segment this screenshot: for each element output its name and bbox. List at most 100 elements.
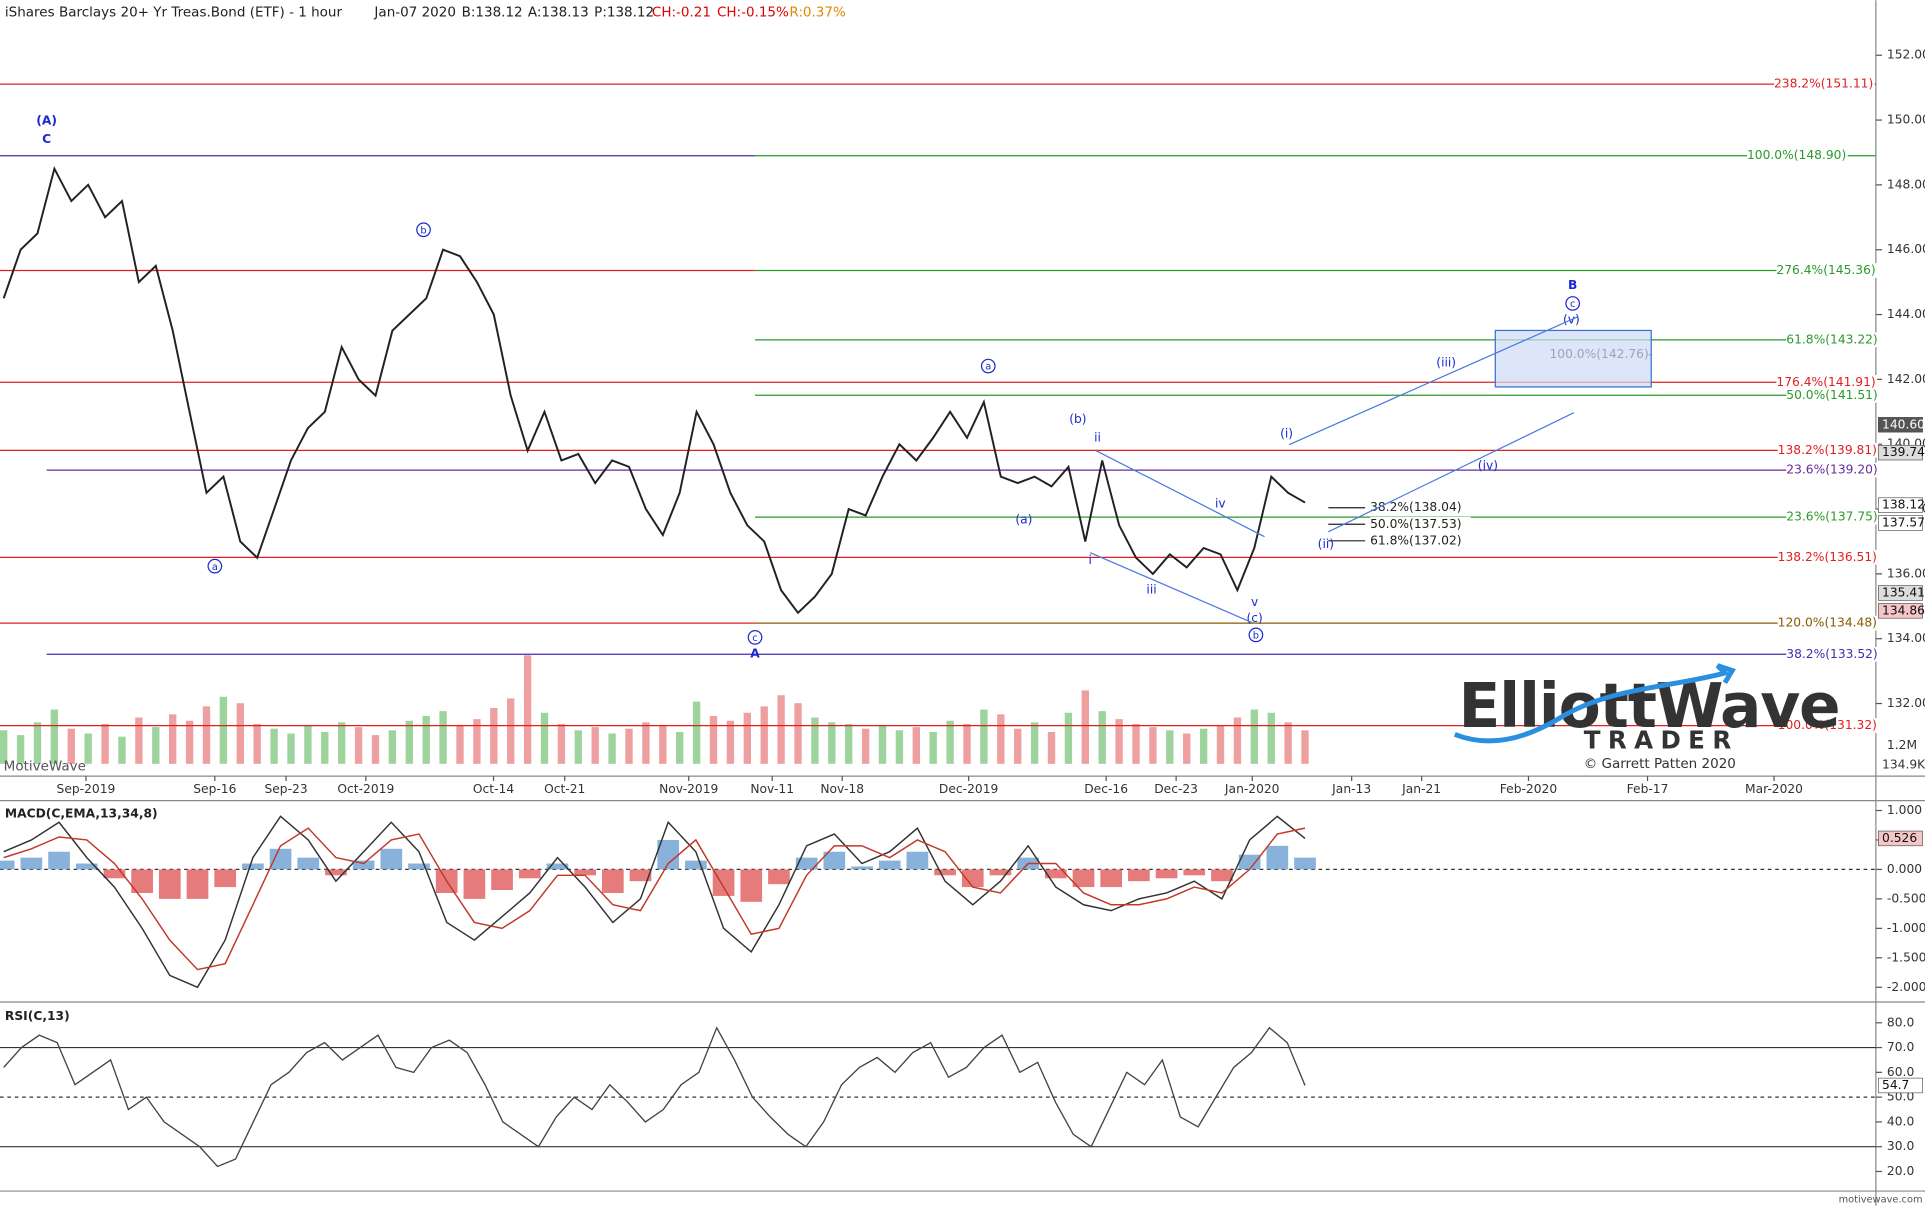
x-tick-label: Oct-14 bbox=[473, 782, 514, 796]
wave-circle bbox=[207, 558, 223, 574]
x-tick-label: Feb-17 bbox=[1627, 782, 1669, 796]
logo-credit: © Garrett Patten 2020 bbox=[1584, 756, 1736, 772]
volume-bar bbox=[625, 728, 633, 764]
volume-bar bbox=[642, 722, 650, 764]
wave-label: A bbox=[750, 646, 760, 660]
y-tick-label: 148.00 bbox=[1887, 177, 1925, 191]
fib-label-bg bbox=[1776, 263, 1878, 278]
volume-bar bbox=[118, 736, 126, 764]
price-badge-label: 135.41 bbox=[1882, 585, 1925, 599]
volume-bar bbox=[1166, 730, 1174, 764]
volume-bar bbox=[1149, 727, 1157, 764]
volume-bar bbox=[405, 720, 413, 764]
fib-label-bg bbox=[1370, 500, 1471, 516]
wave-label: (c) bbox=[1247, 611, 1263, 625]
fib-label: 23.6%(137.75) bbox=[1786, 510, 1877, 524]
volume-bar bbox=[1301, 730, 1309, 764]
volume-label: 134.9K bbox=[1882, 758, 1925, 772]
fib-label-bg bbox=[1773, 76, 1875, 92]
volume-bar bbox=[946, 720, 954, 764]
histogram-bar bbox=[158, 869, 181, 899]
macd-panel: 1.0000.5000.000-0.500-1.000-1.500-2.000M… bbox=[0, 803, 1925, 994]
x-tick-label: Oct-2019 bbox=[337, 782, 394, 796]
wave-circle bbox=[416, 222, 431, 238]
volume-bar bbox=[1098, 711, 1106, 764]
price-badge bbox=[1878, 444, 1923, 461]
y-tick-label: -1.500 bbox=[1887, 950, 1925, 964]
fib-label-bg bbox=[1786, 387, 1887, 403]
fib-label-bg bbox=[1370, 533, 1471, 549]
volume-bar bbox=[135, 717, 143, 764]
wave-label: (a) bbox=[1015, 513, 1032, 527]
fib-label: 100.0%(131.32) bbox=[1778, 718, 1877, 732]
volume-bar bbox=[608, 733, 616, 764]
y-tick-label: 146.00 bbox=[1887, 242, 1925, 256]
fib-label: 138.2%(136.51) bbox=[1778, 550, 1877, 564]
price-panel: 132.00134.00136.00138.00140.00142.00144.… bbox=[0, 48, 1925, 796]
volume-bar bbox=[371, 735, 380, 764]
volume-bar bbox=[1250, 709, 1259, 764]
volume-bar bbox=[1233, 717, 1242, 764]
volume-bar bbox=[33, 722, 42, 764]
histogram-bar bbox=[408, 863, 430, 870]
rsi-line bbox=[3, 1026, 1306, 1168]
y-tick-label: 152.00 bbox=[1887, 48, 1925, 62]
wave-label: iv bbox=[1215, 497, 1226, 511]
price-badge-label: 138.12 bbox=[1882, 498, 1925, 512]
x-tick-label: Jan-21 bbox=[1401, 782, 1441, 796]
x-tick-label: Jan-2020 bbox=[1224, 782, 1280, 796]
histogram-bar bbox=[768, 869, 790, 885]
volume-bar bbox=[692, 701, 701, 764]
volume-bar bbox=[101, 723, 109, 764]
histogram-bar bbox=[629, 869, 652, 882]
volume-bar bbox=[253, 723, 261, 764]
histogram-bar bbox=[1266, 845, 1289, 870]
volume-bar bbox=[16, 735, 25, 764]
y-tick-label: 40.0 bbox=[1887, 1114, 1914, 1128]
fib-label: 100.0%(148.90) bbox=[1747, 148, 1846, 162]
volume-bar bbox=[304, 725, 312, 764]
fib-label-bg bbox=[1777, 615, 1879, 631]
header-range: R:0.37% bbox=[789, 4, 846, 20]
volume-bar bbox=[659, 725, 667, 764]
header-bid: B:138.12 bbox=[462, 4, 523, 20]
volume-bar bbox=[676, 731, 684, 764]
x-tick-label: Feb-2020 bbox=[1500, 782, 1557, 796]
y-tick-label: 150.00 bbox=[1887, 113, 1925, 127]
volume-bar bbox=[963, 723, 971, 764]
chart-title: iShares Barclays 20+ Yr Treas.Bond (ETF)… bbox=[5, 4, 343, 20]
x-tick-label: Sep-16 bbox=[193, 782, 236, 796]
fib-label: 50.0%(141.51) bbox=[1786, 388, 1877, 402]
price-badge-label: 139.74 bbox=[1882, 445, 1925, 459]
volume-bar bbox=[980, 709, 988, 764]
volume-bar bbox=[1132, 723, 1140, 764]
wave-label: (i) bbox=[1280, 427, 1293, 441]
wave-label: (iv) bbox=[1478, 459, 1498, 473]
volume-bar bbox=[439, 711, 447, 764]
fib-label: 50.0%(137.53) bbox=[1370, 517, 1461, 531]
volume-bar bbox=[0, 730, 8, 764]
histogram-bar bbox=[352, 860, 375, 870]
fib-label: 238.2%(151.11) bbox=[1774, 77, 1873, 91]
histogram-bar bbox=[103, 869, 126, 879]
histogram-bar bbox=[712, 869, 735, 896]
x-tick-label: Sep-2019 bbox=[57, 782, 116, 796]
y-tick-label: 136.00 bbox=[1887, 566, 1925, 580]
histogram-bar bbox=[1155, 869, 1178, 879]
volume-bar bbox=[726, 720, 735, 764]
header-change: CH:-0.21 bbox=[652, 4, 711, 20]
price-badge bbox=[1878, 830, 1923, 847]
histogram-bar bbox=[1044, 869, 1067, 879]
volume-bar bbox=[895, 730, 904, 764]
volume-bar bbox=[287, 733, 295, 764]
price-badge-label: 134.86 bbox=[1882, 603, 1925, 617]
x-tick-label: Dec-16 bbox=[1084, 782, 1128, 796]
wave-circle bbox=[980, 358, 996, 374]
volume-bar bbox=[219, 696, 228, 764]
histogram-bar bbox=[1100, 869, 1123, 888]
panel-title: MACD(C,EMA,13,34,8) bbox=[5, 807, 158, 821]
histogram-bar bbox=[1211, 869, 1233, 882]
y-tick-label: 0.000 bbox=[1887, 862, 1922, 876]
x-tick-label: Oct-21 bbox=[544, 782, 585, 796]
volume-bar bbox=[1284, 722, 1292, 764]
